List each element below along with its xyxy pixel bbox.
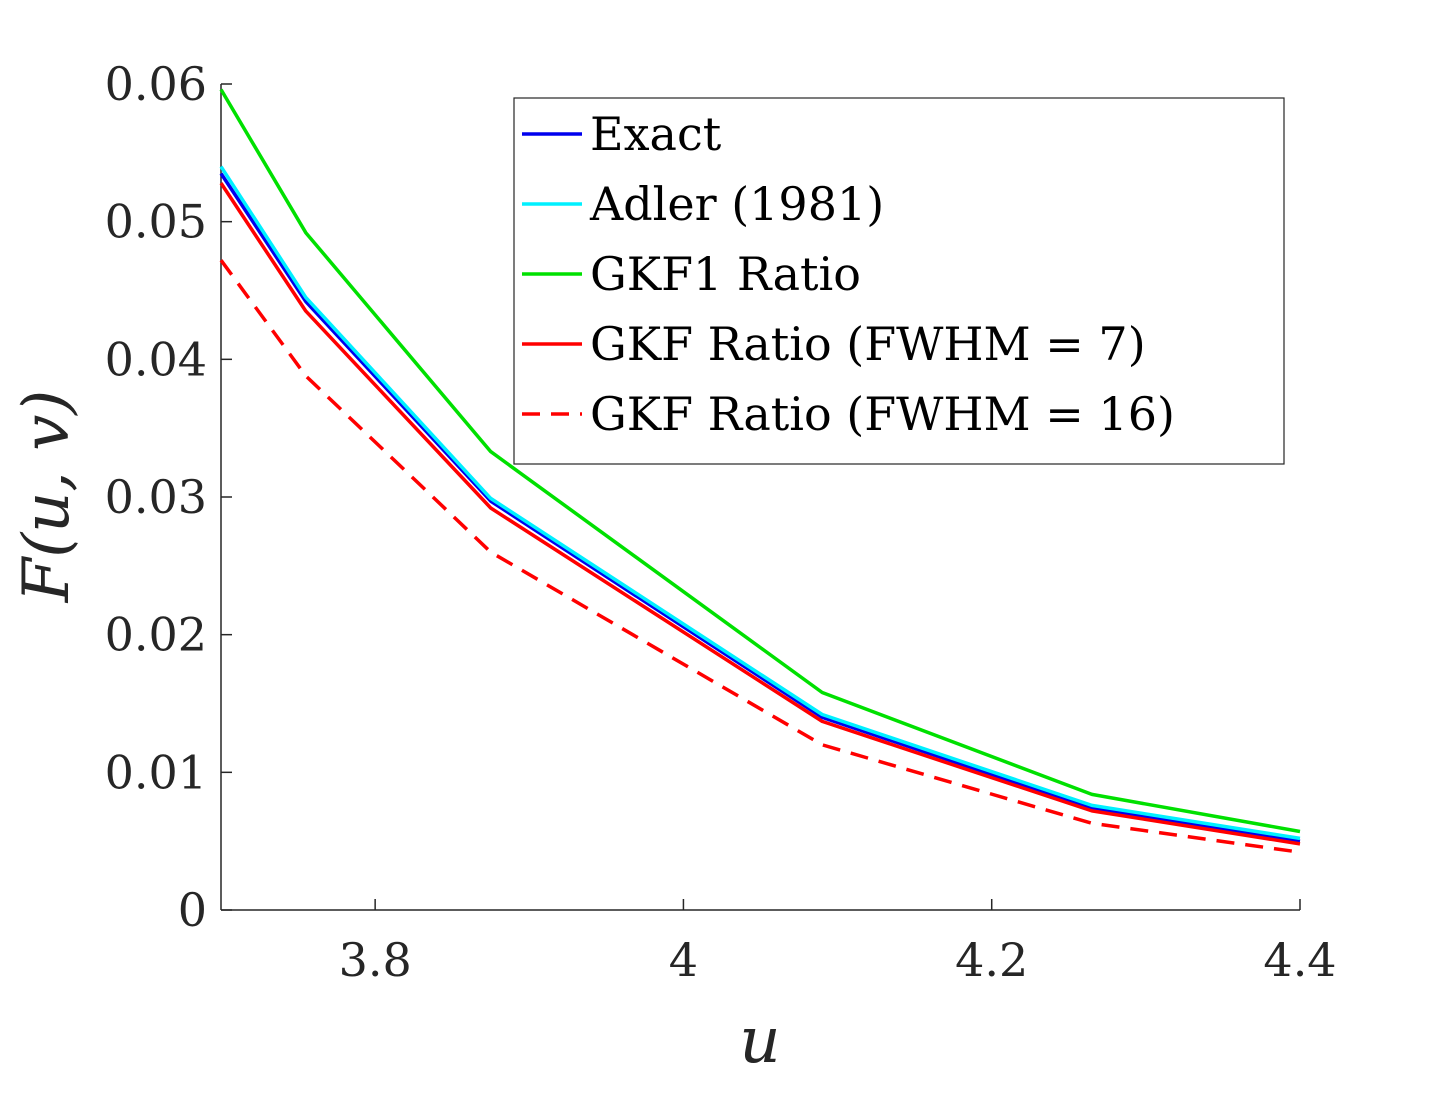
x-tick-label: 4.2 [955,933,1028,987]
legend-label-5: GKF Ratio (FWHM = 16) [590,387,1175,441]
x-tick-label: 3.8 [339,933,412,987]
series-lines [219,88,1301,854]
y-tick-label: 0.01 [105,745,207,799]
axes [220,83,1301,911]
legend-label-3: GKF1 Ratio [590,247,861,301]
tick-labels: 0 0.01 0.02 0.03 0.04 0.05 0.06 3.8 4 4.2 4.4 [105,57,1337,987]
y-tick-label: 0.02 [105,608,207,662]
legend-label-2: Adler (1981) [589,177,884,231]
series-line-4 [219,182,1301,846]
x-axis-label: u [739,1004,780,1078]
y-tick-label: 0.04 [105,332,207,386]
y-tick-label: 0.03 [105,470,207,524]
x-tick-label: 4.4 [1263,933,1336,987]
series-line-3 [219,88,1301,834]
y-tick-label: 0.05 [105,195,207,249]
y-tick-label: 0.06 [105,57,207,111]
series-line-2 [219,165,1301,841]
y-tick-label: 0 [178,883,207,937]
legend-label-4: GKF Ratio (FWHM = 7) [590,317,1146,371]
legend-box [513,97,1285,465]
y-axis-label: F(u, v) [10,390,84,603]
legend-label-1: Exact [590,107,722,161]
series-line-5 [219,259,1301,854]
legend: Exact Adler (1981) GKF1 Ratio GKF Ratio (FW… [513,97,1285,465]
series-line-1 [219,172,1301,843]
plot-area: 0 0.01 0.02 0.03 0.04 0.05 0.06 3.8 4 4.2 4.4 [105,57,1337,987]
x-tick-label: 4 [669,933,698,987]
